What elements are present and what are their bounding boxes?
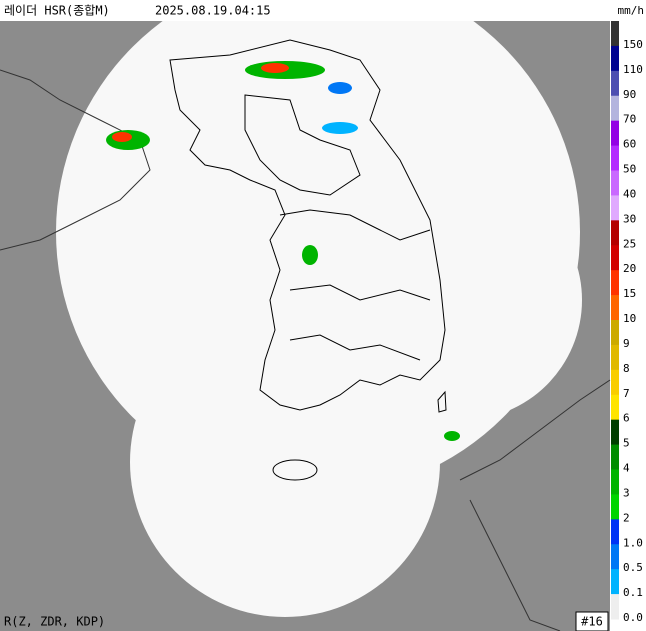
legend-swatch (611, 145, 619, 171)
legend-swatch (611, 594, 619, 620)
legend-label: 110 (623, 63, 643, 76)
title: 레이더 HSR(종합M) (4, 4, 110, 18)
legend-swatch (611, 21, 619, 47)
coastline (169, 39, 447, 481)
legend-label: 40 (623, 187, 636, 200)
legend-label: 25 (623, 237, 636, 250)
legend-swatch (611, 320, 619, 346)
header-bar (0, 0, 646, 21)
legend-label: 0.0 (623, 611, 643, 624)
legend-label: 9 (623, 337, 630, 350)
legend-label: 1.0 (623, 536, 643, 549)
legend-swatch (611, 45, 619, 72)
legend-swatch (611, 344, 619, 371)
legend-label: 90 (623, 88, 636, 101)
legend-label: 70 (623, 113, 636, 126)
legend-swatch (611, 494, 619, 520)
neighbor-coastline (0, 69, 611, 631)
legend-label: 0.5 (623, 561, 643, 574)
legend-swatch (611, 419, 619, 446)
legend-label: 20 (623, 262, 636, 275)
legend-unit: mm/h (618, 4, 645, 17)
legend-label: 150 (623, 38, 643, 51)
legend-label: 8 (623, 362, 630, 375)
legend-label: 10 (623, 312, 636, 325)
legend-label: 7 (623, 387, 630, 400)
legend-label: 3 (623, 486, 630, 499)
echoes (106, 61, 460, 441)
legend-label: 6 (623, 412, 630, 425)
count-box (575, 611, 609, 631)
legend-label: 5 (623, 437, 630, 450)
legend-swatch (611, 245, 619, 271)
legend-swatch (611, 394, 619, 421)
legend-label: 2 (623, 511, 630, 524)
legend-swatch (611, 469, 619, 495)
legend-label: 60 (623, 138, 636, 151)
legend-label: 0.1 (623, 586, 643, 599)
legend-label: 30 (623, 212, 636, 225)
legend-swatch (611, 195, 619, 221)
timestamp: 2025.08.19.04:15 (155, 4, 271, 18)
count-label: #16 (581, 615, 603, 629)
method-label: R(Z, ZDR, KDP) (4, 615, 105, 629)
legend-label: 15 (623, 287, 636, 300)
legend-swatch (611, 544, 619, 570)
radar-coverage (56, 0, 582, 617)
legend: 150 110 90 70 60 50 40 30 25 20 15 10 9 8 7 6 5 4 3 2 1.0 0.5… (611, 21, 643, 624)
legend-swatch (611, 95, 619, 122)
legend-swatch (611, 444, 619, 470)
legend-swatch (611, 519, 619, 545)
legend-label: 50 (623, 163, 636, 176)
legend-swatch (611, 270, 619, 296)
legend-swatch (611, 170, 619, 196)
legend-swatch (611, 295, 619, 321)
legend-label: 4 (623, 462, 630, 475)
legend-swatch (611, 70, 619, 97)
legend-swatch (611, 120, 619, 147)
legend-swatch (611, 369, 619, 396)
legend-swatch (611, 569, 619, 595)
legend-swatch (611, 220, 619, 246)
